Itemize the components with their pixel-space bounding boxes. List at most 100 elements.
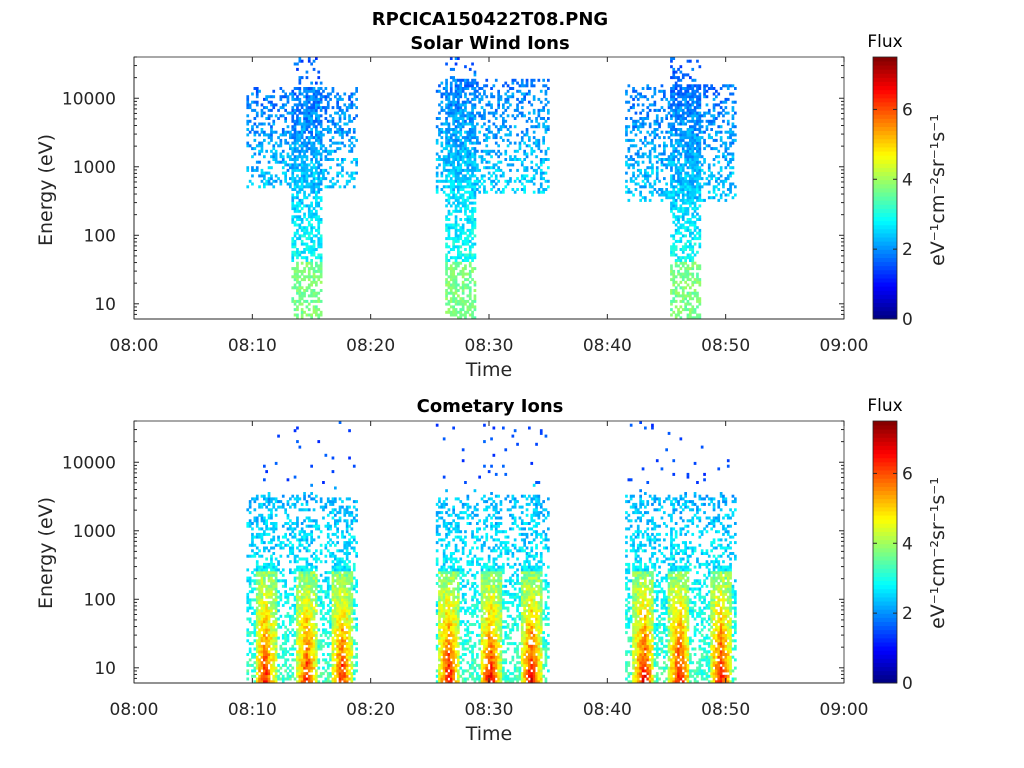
heatmap-cell [312,166,316,170]
heatmap-cell [698,103,702,107]
heatmap-cell [255,130,259,134]
heatmap-cell [445,168,448,172]
heatmap-cell [312,152,316,156]
heatmap-cell [445,117,448,120]
heatmap-cell [731,141,735,145]
heatmap-cell [700,185,704,189]
heatmap-cell [490,149,493,153]
heatmap-cell [253,535,257,539]
heatmap-cell [291,256,295,260]
heatmap-cell [670,97,673,101]
heatmap-cell [689,163,692,167]
heatmap-cell [329,152,332,156]
heatmap-cell [670,185,673,189]
heatmap-cell [248,590,252,594]
heatmap-cell [274,152,278,156]
heatmap-cell [341,108,344,112]
heatmap-cell [684,149,687,153]
heatmap-cell [300,620,304,624]
heatmap-cell [466,130,470,134]
heatmap-cell [525,84,529,88]
heatmap-cell [712,117,716,120]
heatmap-cell [307,653,311,656]
heatmap-cell [298,163,302,167]
heatmap-cell [305,174,309,178]
heatmap-cell [684,117,687,120]
heatmap-cell [686,196,690,200]
heatmap-cell [651,130,654,134]
heatmap-cell [263,584,266,588]
heatmap-cell [473,182,477,186]
heatmap-cell [317,166,321,170]
heatmap-cell [270,609,273,613]
heatmap-cell [445,103,448,107]
heatmap-cell [523,152,526,156]
heatmap-cell [660,188,664,191]
heatmap-cell [731,114,735,118]
heatmap-cell [274,612,278,615]
heatmap-cell [298,590,302,594]
heatmap-cell [312,242,316,246]
heatmap-cell [719,196,723,200]
heatmap-cell [298,155,302,159]
heatmap-cell [480,95,484,99]
heatmap-cell [298,623,302,626]
heatmap-cell [305,141,309,145]
heatmap-cell [263,155,266,159]
heatmap-cell [471,84,474,88]
heatmap-cell [442,122,446,126]
heatmap-cell [310,81,313,85]
heatmap-cell [270,631,273,635]
heatmap-cell [509,168,512,172]
heatmap-cell [296,185,299,189]
heatmap-cell [670,182,673,186]
heatmap-cell [717,130,721,134]
colorbar-swatch [873,269,897,275]
heatmap-cell [317,237,321,241]
heatmap-cell [684,182,687,186]
heatmap-cell [693,185,697,189]
heatmap-cell [719,106,723,110]
heatmap-cell [303,535,306,539]
heatmap-cell [530,166,534,170]
heatmap-cell [296,269,299,273]
heatmap-cell [307,516,311,520]
heatmap-cell [445,264,448,268]
heatmap-cell [452,267,455,271]
heatmap-cell [511,95,515,99]
heatmap-cell [326,100,330,104]
heatmap-cell [317,269,321,273]
heatmap-cell [300,522,304,525]
heatmap-cell [471,163,474,167]
heatmap-cell [305,231,309,235]
heatmap-cell [277,601,280,605]
heatmap-cell [464,201,467,205]
heatmap-cell [530,152,534,156]
heatmap-cell [677,84,680,88]
heatmap-cell [263,647,266,651]
heatmap-cell [338,147,342,151]
heatmap-cell [253,582,257,585]
heatmap-cell [253,623,257,626]
heatmap-cell [435,179,439,183]
heatmap-cell [627,100,631,104]
heatmap-cell [277,560,280,564]
heatmap-cell [307,661,311,665]
heatmap-cell [336,179,339,183]
heatmap-cell [679,130,683,134]
heatmap-cell [693,89,697,93]
heatmap-cell [246,672,250,676]
heatmap-cell [338,133,342,137]
heatmap-cell [705,103,709,107]
heatmap-cell [279,106,283,110]
heatmap-cell [466,234,470,238]
heatmap-cell [705,177,709,181]
heatmap-cell [447,218,451,221]
heatmap-cell [634,133,638,137]
heatmap-cell [499,160,503,164]
heatmap-cell [485,160,489,164]
heatmap-cell [729,141,732,145]
heatmap-cell [528,136,531,140]
heatmap-cell [291,204,295,208]
heatmap-cell [660,163,664,167]
